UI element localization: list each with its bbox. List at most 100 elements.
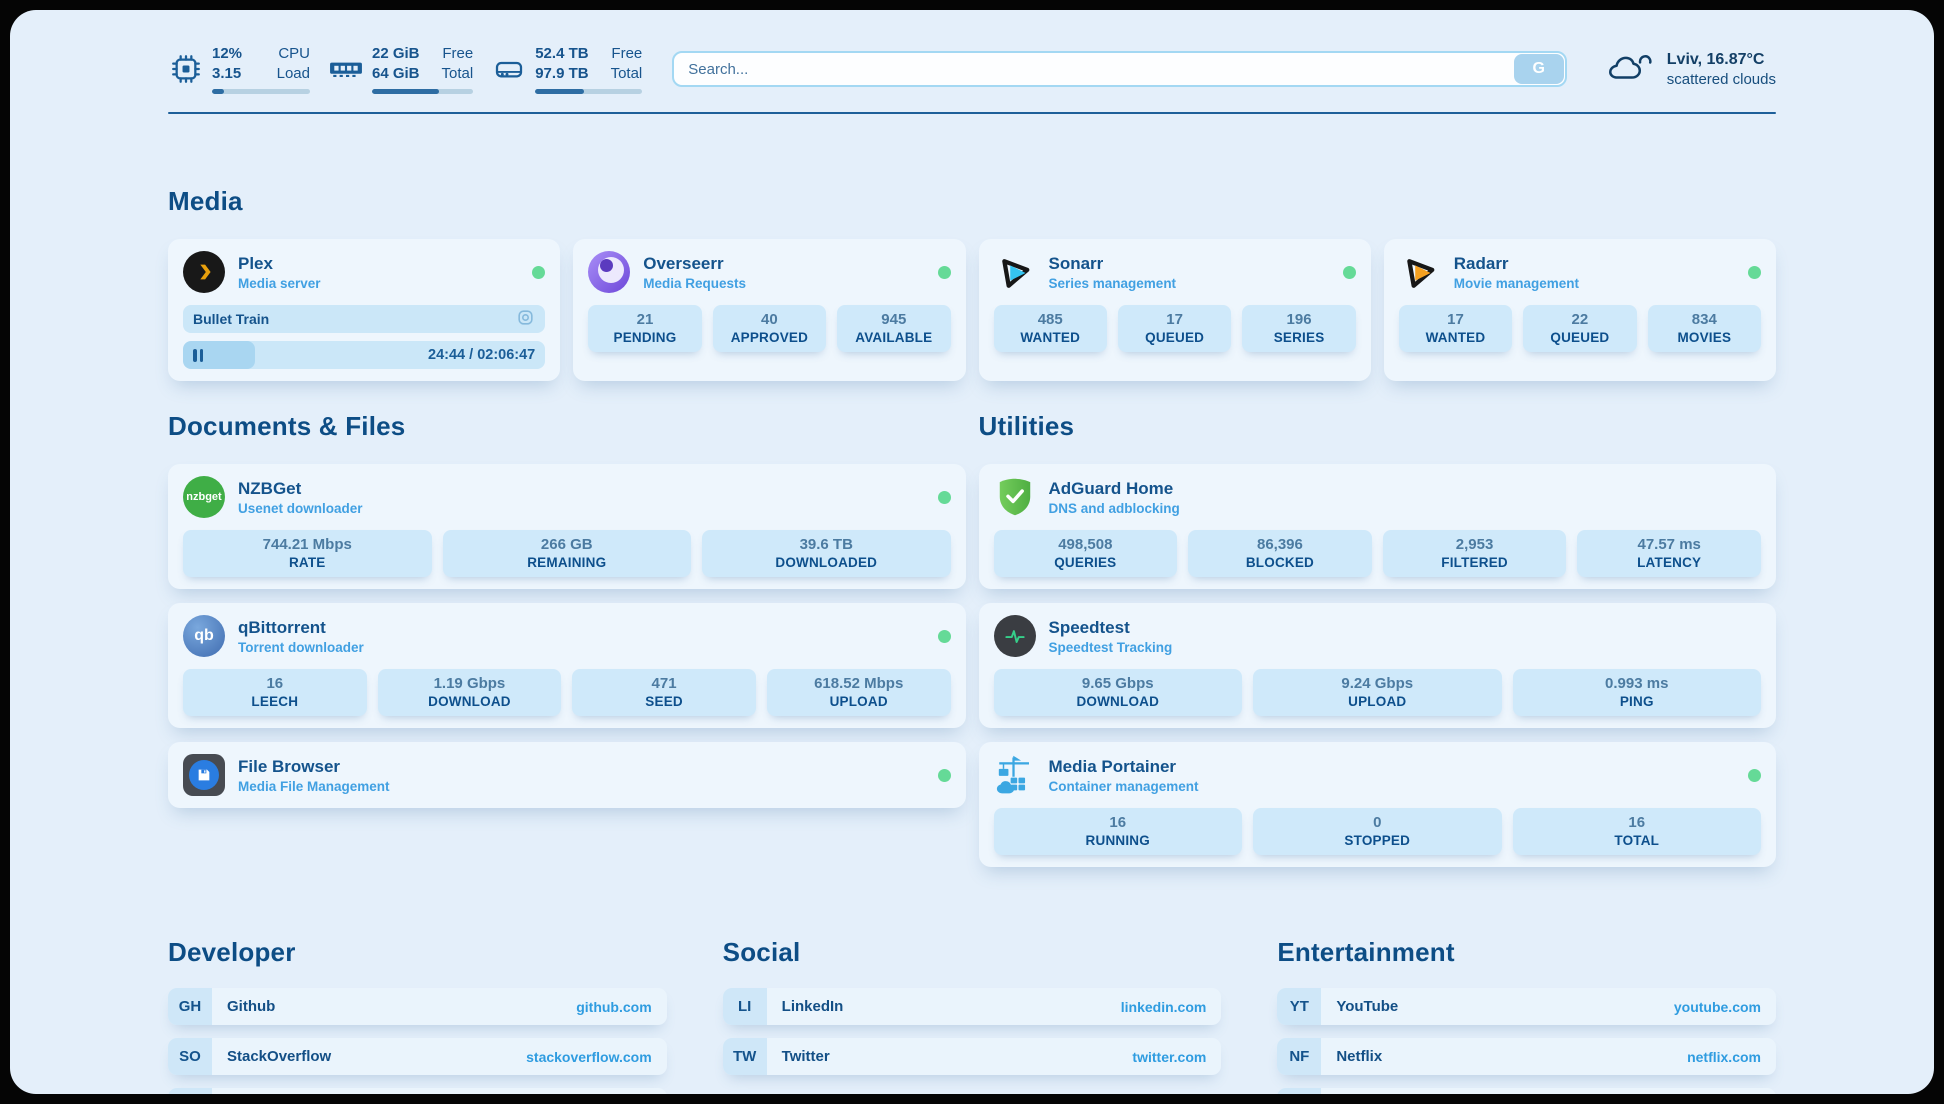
app-subtitle: Media File Management <box>238 778 390 794</box>
playback-time: 24:44 / 02:06:47 <box>428 347 536 363</box>
cpu-load-label: Load <box>276 65 310 82</box>
netflix-badge-icon: NF <box>1277 1038 1322 1075</box>
stat-filtered: 2,953 FILTERED <box>1382 530 1567 577</box>
stat-wanted: 17 WANTED <box>1398 305 1513 352</box>
app-subtitle: Movie management <box>1453 275 1580 291</box>
app-subtitle: Speedtest Tracking <box>1048 639 1173 655</box>
app-subtitle: DNS and adblocking <box>1048 500 1180 516</box>
app-card-portainer[interactable]: Media Portainer Container management 16 R… <box>978 742 1776 867</box>
memory-free-label: Free <box>442 45 474 63</box>
app-title: Sonarr <box>1048 253 1104 273</box>
app-title: Media Portainer <box>1048 756 1177 776</box>
camera-icon <box>516 308 535 330</box>
memory-progressbar <box>372 88 474 94</box>
stat-pending: 21 PENDING <box>588 305 702 352</box>
playback-progress: 24:44 / 02:06:47 <box>183 341 546 369</box>
app-subtitle: Usenet downloader <box>238 500 363 516</box>
stat-queries: 498,508 QUERIES <box>993 530 1178 577</box>
stat-download: 9.65 Gbps DOWNLOAD <box>993 669 1242 716</box>
ram-icon <box>328 58 364 80</box>
dev-badge-icon: DT <box>168 1088 212 1094</box>
stat-queued: 22 QUEUED <box>1523 305 1637 352</box>
stat-series: 196 SERIES <box>1242 305 1356 352</box>
memory-total-value: 64 GiB <box>372 65 420 82</box>
system-metrics: 12% 3.15 CPU Load <box>168 44 643 94</box>
app-card-nzbget[interactable]: nzbget NZBGet Usenet downloader 744.21 M… <box>168 464 966 589</box>
links-entertainment: Entertainment YT YouTube youtube.com NF … <box>1277 937 1776 1094</box>
dashboard: 12% 3.15 CPU Load <box>10 10 1934 1094</box>
linkedin-badge-icon: LI <box>722 988 767 1025</box>
app-title: AdGuard Home <box>1048 478 1174 498</box>
stat-leech: 16 LEECH <box>183 669 367 716</box>
memory-free-value: 22 GiB <box>372 45 420 63</box>
app-subtitle: Series management <box>1048 275 1177 291</box>
stat-ping: 0.993 ms PING <box>1512 669 1761 716</box>
app-subtitle: Torrent downloader <box>238 639 364 655</box>
weather-condition: scattered clouds <box>1666 70 1776 88</box>
link-twitter[interactable]: TW Twitter twitter.com <box>722 1038 1222 1075</box>
app-subtitle: Media Requests <box>643 275 747 291</box>
sonarr-icon <box>994 251 1036 293</box>
app-card-sonarr[interactable]: Sonarr Series management 485 WANTED 17 QUE… <box>978 239 1371 381</box>
app-card-plex[interactable]: Plex Media server Bullet Train <box>168 239 561 381</box>
overseerr-icon <box>588 251 631 293</box>
links-social: Social LI LinkedIn linkedin.com TW Twitt… <box>722 937 1222 1094</box>
memory-metric: 22 GiB 64 GiB Free Total <box>328 44 474 94</box>
reddit-badge-icon: RE <box>1277 1088 1322 1094</box>
link-netflix[interactable]: NF Netflix netflix.com <box>1277 1038 1776 1075</box>
app-card-speedtest[interactable]: Speedtest Speedtest Tracking 9.65 Gbps DO… <box>978 603 1776 728</box>
twitter-badge-icon: TW <box>722 1038 767 1075</box>
nzbget-icon: nzbget <box>183 476 225 518</box>
storage-total-value: 97.9 TB <box>535 65 589 82</box>
status-online-dot <box>937 265 951 279</box>
cpu-progress-fill <box>212 88 224 94</box>
link-linkedin[interactable]: LI LinkedIn linkedin.com <box>722 988 1222 1025</box>
stat-running: 16 RUNNING <box>993 808 1242 855</box>
pause-icon[interactable] <box>193 348 203 362</box>
youtube-badge-icon: YT <box>1277 988 1322 1025</box>
qbittorrent-icon: qb <box>183 615 225 657</box>
app-card-overseerr[interactable]: Overseerr Media Requests 21 PENDING 40 APP… <box>573 239 966 381</box>
status-online-dot <box>937 768 951 782</box>
stat-seed: 471 SEED <box>572 669 756 716</box>
section-title-entertainment: Entertainment <box>1277 937 1455 967</box>
cpu-metric: 12% 3.15 CPU Load <box>168 44 310 94</box>
storage-progressbar <box>535 88 643 94</box>
app-subtitle: Media server <box>238 275 321 291</box>
stat-stopped: 0 STOPPED <box>1253 808 1502 855</box>
link-stackoverflow[interactable]: SO StackOverflow stackoverflow.com <box>168 1038 667 1075</box>
link-youtube[interactable]: YT YouTube youtube.com <box>1277 988 1776 1025</box>
adguard-icon <box>994 476 1036 518</box>
app-subtitle: Container management <box>1048 778 1199 794</box>
radarr-icon <box>1399 251 1441 293</box>
app-card-adguard[interactable]: AdGuard Home DNS and adblocking 498,508 Q… <box>978 464 1776 589</box>
status-online-dot <box>1748 265 1761 279</box>
stat-downloaded: 39.6 TB DOWNLOADED <box>702 530 951 577</box>
link-reddit[interactable]: RE Reddit reddit.com <box>1277 1088 1776 1094</box>
cloud-icon <box>1607 50 1653 89</box>
app-card-qbittorrent[interactable]: qb qBittorrent Torrent downloader 16 LEEC… <box>168 603 966 728</box>
section-title-media: Media <box>168 186 243 216</box>
memory-progress-fill <box>372 88 439 94</box>
storage-free-value: 52.4 TB <box>535 45 589 63</box>
search-input[interactable] <box>672 51 1567 87</box>
section-title-documents: Documents & Files <box>168 411 406 441</box>
search-provider-button[interactable]: G <box>1513 54 1564 84</box>
app-title: NZBGet <box>238 478 302 498</box>
link-github[interactable]: GH Github github.com <box>168 988 667 1025</box>
speedtest-icon <box>993 615 1036 657</box>
links-developer: Developer GH Github github.com SO StackO… <box>168 937 667 1094</box>
portainer-icon <box>994 754 1036 796</box>
status-online-dot <box>1342 265 1356 279</box>
app-card-filebrowser[interactable]: File Browser Media File Management <box>168 742 966 808</box>
app-title: Radarr <box>1453 253 1509 273</box>
search-bar: G <box>672 51 1567 87</box>
storage-progress-fill <box>535 88 585 94</box>
github-badge-icon: GH <box>168 988 212 1025</box>
cpu-icon <box>168 53 204 85</box>
section-title-social: Social <box>722 937 801 967</box>
stat-movies: 834 MOVIES <box>1647 305 1762 352</box>
link-dev[interactable]: DT DEV dev.to <box>168 1088 667 1094</box>
app-title: qBittorrent <box>238 617 326 637</box>
app-card-radarr[interactable]: Radarr Movie management 17 WANTED 22 QUEUE… <box>1383 239 1776 381</box>
